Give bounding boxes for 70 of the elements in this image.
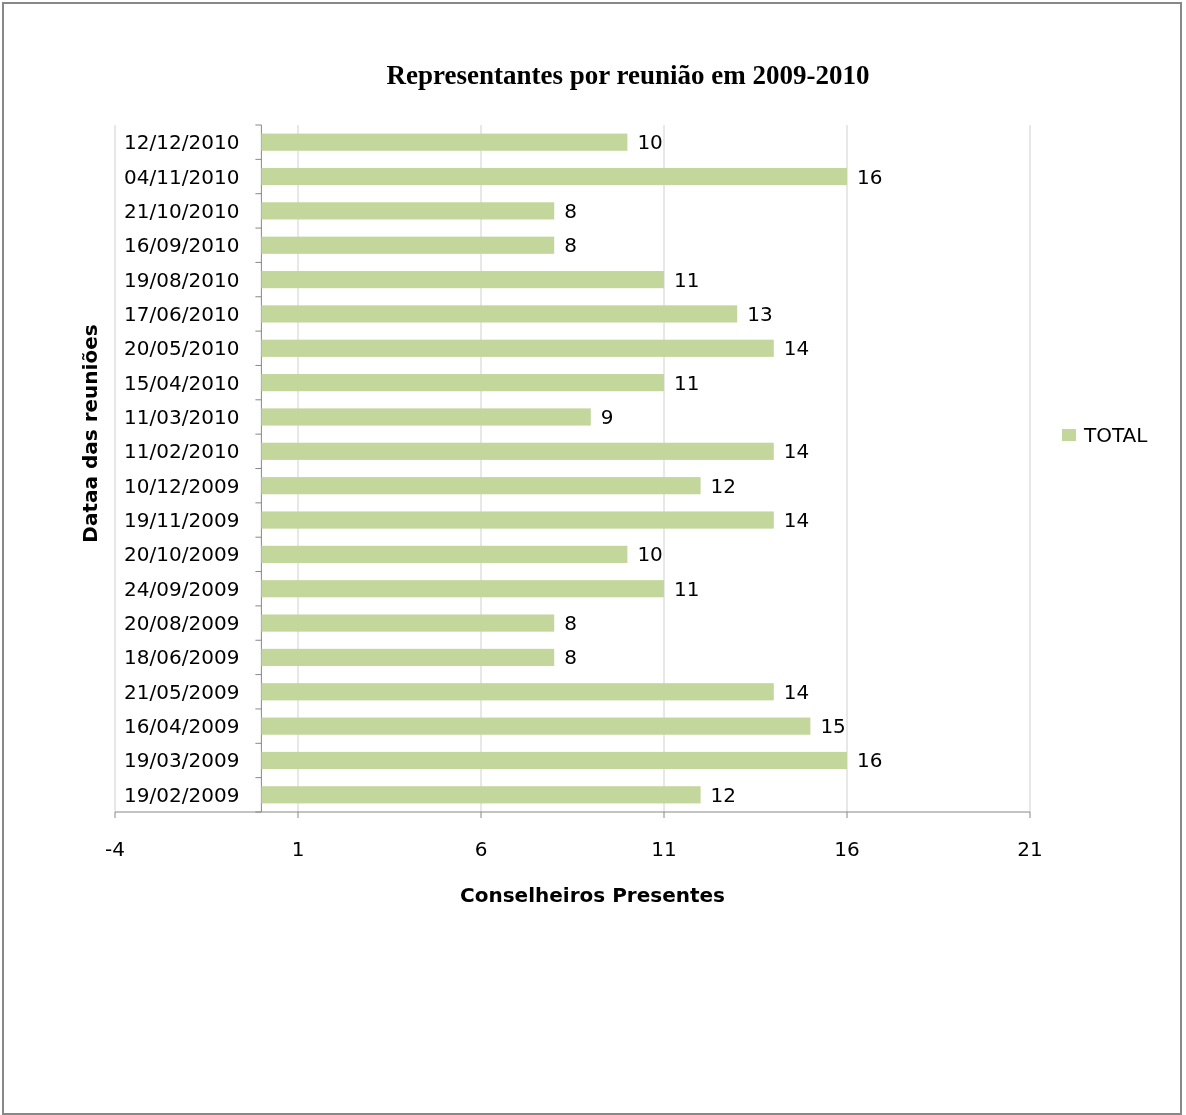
bar bbox=[261, 786, 701, 804]
data-label: 14 bbox=[783, 679, 810, 704]
y-tick-label: 11/02/2010 bbox=[124, 439, 240, 464]
bar bbox=[261, 236, 555, 254]
data-label: 11 bbox=[674, 370, 700, 395]
bar bbox=[261, 614, 555, 632]
data-label: 8 bbox=[564, 233, 577, 258]
bar bbox=[261, 305, 738, 323]
x-tick-label: 21 bbox=[1017, 837, 1043, 861]
y-tick-label: 15/04/2010 bbox=[124, 370, 240, 395]
data-label: 8 bbox=[564, 645, 577, 670]
y-tick-label: 10/12/2009 bbox=[124, 473, 240, 498]
data-label: 16 bbox=[857, 164, 883, 189]
y-tick-label: 20/08/2009 bbox=[124, 611, 240, 636]
data-label: 15 bbox=[820, 714, 846, 739]
bar bbox=[261, 545, 628, 563]
data-label: 12 bbox=[710, 473, 737, 498]
data-label: 8 bbox=[564, 611, 577, 636]
bar bbox=[261, 511, 774, 529]
legend-label: TOTAL bbox=[1083, 423, 1149, 447]
bar bbox=[261, 751, 847, 770]
y-tick-label: 21/05/2009 bbox=[124, 679, 240, 704]
y-tick-label: 24/09/2009 bbox=[124, 576, 240, 601]
bar bbox=[261, 408, 591, 426]
data-label: 10 bbox=[637, 130, 663, 155]
bar bbox=[261, 202, 555, 220]
data-label: 13 bbox=[747, 301, 773, 326]
data-label: 14 bbox=[783, 336, 810, 361]
y-tick-label: 21/10/2010 bbox=[124, 198, 240, 223]
data-label: 11 bbox=[674, 576, 700, 601]
y-tick-label: 20/05/2010 bbox=[124, 336, 240, 361]
bar bbox=[261, 167, 847, 186]
data-label: 10 bbox=[637, 542, 663, 567]
x-tick-label: 16 bbox=[834, 837, 860, 861]
data-label: 11 bbox=[674, 267, 700, 292]
bar bbox=[261, 339, 774, 357]
y-tick-label: 19/11/2009 bbox=[124, 508, 240, 533]
y-tick-label: 18/06/2009 bbox=[124, 645, 240, 670]
y-tick-label: 19/03/2009 bbox=[124, 748, 240, 773]
data-label: 9 bbox=[600, 404, 614, 429]
y-tick-label: 19/02/2009 bbox=[124, 782, 240, 807]
x-tick-label: 11 bbox=[651, 837, 677, 861]
bar bbox=[261, 683, 774, 701]
data-label: 8 bbox=[564, 198, 577, 223]
y-tick-label: 20/10/2009 bbox=[124, 542, 240, 567]
bar bbox=[261, 477, 701, 495]
y-tick-label: 17/06/2010 bbox=[124, 301, 240, 326]
bar bbox=[261, 374, 664, 392]
x-axis-title: Conselheiros Presentes bbox=[460, 883, 725, 907]
y-tick-label: 12/12/2010 bbox=[124, 130, 240, 155]
x-tick-label: -4 bbox=[105, 837, 125, 861]
bar bbox=[261, 648, 555, 667]
y-tick-label: 19/08/2010 bbox=[124, 267, 240, 292]
data-label: 16 bbox=[857, 748, 883, 773]
bar bbox=[261, 133, 628, 151]
y-tick-label: 04/11/2010 bbox=[124, 164, 240, 189]
y-tick-label: 16/09/2010 bbox=[124, 233, 240, 258]
data-label: 14 bbox=[783, 508, 810, 533]
y-tick-label: 16/04/2009 bbox=[124, 714, 240, 739]
bar bbox=[261, 717, 811, 735]
y-tick-label: 11/03/2010 bbox=[124, 404, 240, 429]
data-label: 12 bbox=[710, 782, 737, 807]
x-tick-label: 1 bbox=[291, 837, 305, 861]
x-tick-label: 6 bbox=[474, 837, 488, 861]
chart-title: Representantes por reunião em 2009-2010 bbox=[386, 60, 870, 91]
bar bbox=[261, 442, 774, 460]
y-axis-title: Dataa das reuniões bbox=[78, 324, 102, 543]
bar bbox=[261, 270, 664, 289]
bar bbox=[261, 580, 664, 598]
data-label: 14 bbox=[783, 439, 810, 464]
